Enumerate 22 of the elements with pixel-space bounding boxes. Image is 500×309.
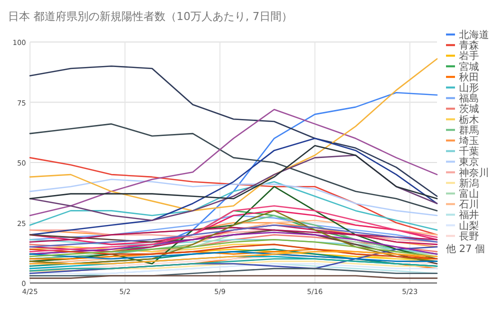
legend-label: 石川 — [459, 198, 479, 211]
legend-label: 山梨 — [459, 220, 479, 232]
legend-label: 群馬 — [459, 124, 479, 136]
legend-label: 東京 — [459, 156, 479, 168]
legend-label: 岩手 — [459, 50, 479, 62]
legend-label: 茨城 — [459, 103, 479, 116]
legend-label: 神奈川 — [459, 166, 489, 179]
text: 他 27 個 — [446, 243, 486, 255]
legend-label: 新潟 — [459, 177, 479, 190]
legend-label: 千葉 — [459, 146, 479, 158]
legend-label: 長野 — [459, 231, 479, 242]
legend-label: 福井 — [459, 209, 479, 222]
legend-label: 青森 — [459, 40, 479, 52]
legend-label: 栃木 — [459, 114, 479, 126]
legend-label: 秋田 — [459, 71, 479, 84]
legend-label: 宮城 — [459, 60, 479, 73]
legend-label: 埼玉 — [458, 135, 479, 147]
legend-label: 北海道 — [459, 29, 489, 41]
chart-title: 日本 都道府県別の新規陽性者数（10万人あたり, 7日間） — [8, 10, 292, 23]
legend-label: 山形 — [459, 82, 479, 94]
legend-label: 福島 — [459, 92, 479, 105]
legend-label: 富山 — [459, 188, 479, 200]
